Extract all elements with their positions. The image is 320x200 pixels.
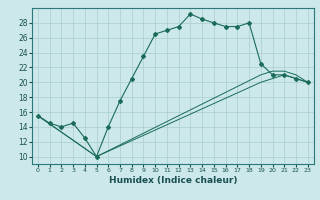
X-axis label: Humidex (Indice chaleur): Humidex (Indice chaleur) xyxy=(108,176,237,185)
